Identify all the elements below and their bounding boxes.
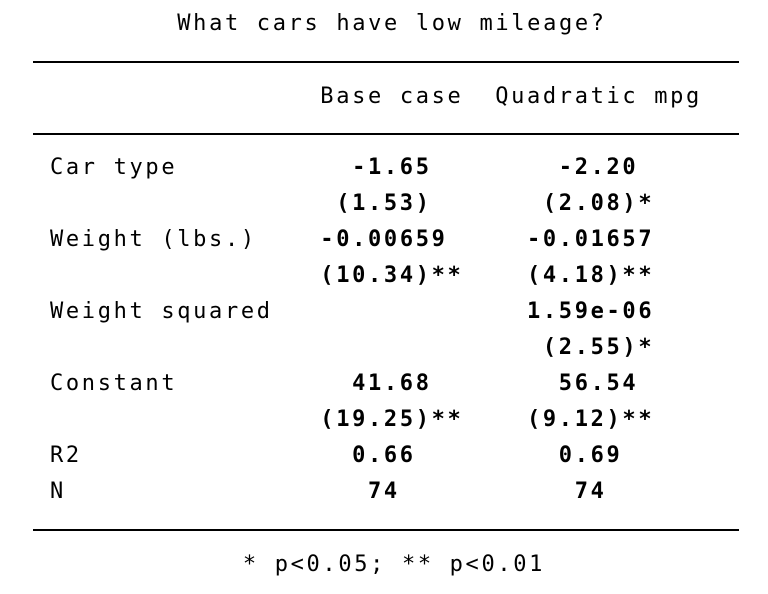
base-case-value: (1.53) bbox=[336, 191, 432, 216]
row-label: Weight (lbs.) bbox=[50, 227, 257, 252]
base-case-value: 74 bbox=[368, 479, 400, 504]
base-case-value: (10.34)** bbox=[320, 263, 464, 288]
top-rule bbox=[33, 61, 739, 63]
header-rule bbox=[33, 133, 739, 135]
quadratic-value: (9.12)** bbox=[527, 407, 655, 432]
row-label: N bbox=[50, 479, 66, 504]
column-header-quadratic-mpg: Quadratic mpg bbox=[495, 84, 702, 109]
quadratic-value: (2.08)* bbox=[542, 191, 655, 216]
header-row: Base case Quadratic mpg bbox=[0, 79, 768, 115]
quadratic-value: -2.20 bbox=[558, 155, 639, 180]
quadratic-value: -0.01657 bbox=[527, 227, 655, 252]
quadratic-value: 56.54 bbox=[558, 371, 639, 396]
quadratic-value: 74 bbox=[574, 479, 607, 504]
row-label: R2 bbox=[50, 443, 82, 468]
table-row: Car type -1.65 -2.20 bbox=[0, 150, 768, 186]
table-row: (19.25)** (9.12)** bbox=[0, 402, 768, 438]
table-row: N 74 74 bbox=[0, 474, 768, 510]
table-row: (10.34)** (4.18)** bbox=[0, 258, 768, 294]
base-case-value: 0.66 bbox=[352, 443, 416, 468]
table-row: Constant 41.68 56.54 bbox=[0, 366, 768, 402]
quadratic-value: (4.18)** bbox=[527, 263, 655, 288]
table-row: R2 0.66 0.69 bbox=[0, 438, 768, 474]
base-case-value: 41.68 bbox=[352, 371, 432, 396]
quadratic-value: 0.69 bbox=[558, 443, 623, 468]
quadratic-value: (2.55)* bbox=[542, 335, 655, 360]
table-title: What cars have low mileage? bbox=[177, 11, 607, 36]
table-row: (2.55)* bbox=[0, 330, 768, 366]
base-case-value: (19.25)** bbox=[320, 407, 464, 432]
base-case-value: -0.00659 bbox=[320, 227, 448, 252]
bottom-rule bbox=[33, 529, 739, 531]
row-label: Car type bbox=[50, 155, 178, 180]
base-case-value: -1.65 bbox=[352, 155, 432, 180]
table-row: Weight (lbs.) -0.00659 -0.01657 bbox=[0, 222, 768, 258]
quadratic-value: 1.59e-06 bbox=[527, 299, 655, 324]
significance-footnote: * p<0.05; ** p<0.01 bbox=[242, 552, 546, 577]
column-header-base-case: Base case bbox=[320, 84, 464, 109]
table-row: Weight squared 1.59e-06 bbox=[0, 294, 768, 330]
table-row: (1.53) (2.08)* bbox=[0, 186, 768, 222]
row-label: Weight squared bbox=[50, 299, 273, 324]
row-label: Constant bbox=[50, 371, 178, 396]
